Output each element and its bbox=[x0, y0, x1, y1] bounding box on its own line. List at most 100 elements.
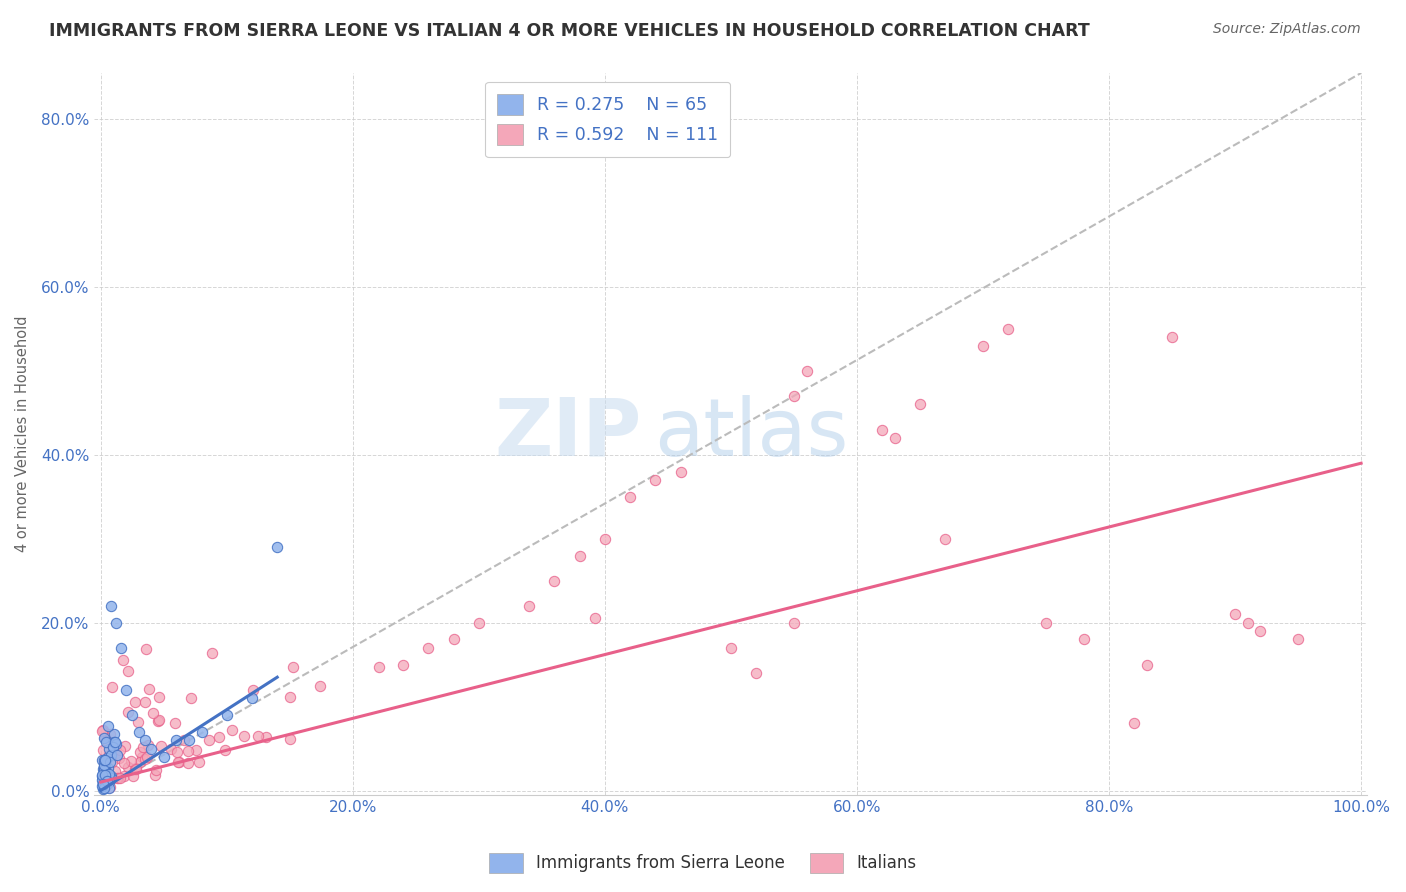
Point bbox=[669, 465, 692, 479]
Point bbox=[91, 781, 114, 796]
Point bbox=[97, 719, 120, 733]
Point bbox=[125, 761, 148, 775]
Point bbox=[1035, 615, 1057, 630]
Point bbox=[127, 714, 149, 729]
Point bbox=[1236, 615, 1258, 630]
Point bbox=[278, 690, 301, 704]
Point bbox=[108, 771, 131, 785]
Point bbox=[418, 640, 440, 655]
Point bbox=[131, 740, 153, 755]
Point bbox=[142, 706, 165, 720]
Point bbox=[121, 708, 143, 723]
Point bbox=[97, 775, 120, 789]
Point bbox=[177, 744, 200, 758]
Point bbox=[94, 771, 117, 785]
Point bbox=[125, 762, 148, 776]
Point bbox=[240, 691, 263, 706]
Point bbox=[568, 549, 591, 563]
Point bbox=[93, 758, 115, 772]
Point bbox=[93, 731, 115, 745]
Point bbox=[93, 753, 115, 767]
Point bbox=[247, 729, 270, 743]
Point bbox=[94, 760, 117, 774]
Point bbox=[93, 756, 115, 771]
Point bbox=[124, 695, 146, 709]
Point bbox=[138, 681, 160, 696]
Point bbox=[1249, 624, 1271, 638]
Point bbox=[96, 734, 118, 748]
Point bbox=[96, 751, 118, 765]
Point bbox=[644, 473, 666, 487]
Point bbox=[583, 610, 606, 624]
Point bbox=[93, 780, 115, 795]
Point bbox=[94, 768, 117, 782]
Point bbox=[167, 755, 190, 769]
Point bbox=[94, 773, 117, 788]
Point bbox=[98, 770, 121, 784]
Point bbox=[93, 775, 115, 789]
Point bbox=[124, 762, 146, 776]
Point bbox=[94, 735, 117, 749]
Point bbox=[91, 779, 114, 793]
Point bbox=[221, 723, 243, 738]
Point bbox=[143, 767, 166, 781]
Point bbox=[114, 756, 136, 770]
Point bbox=[94, 730, 117, 744]
Point bbox=[117, 664, 139, 678]
Point bbox=[104, 615, 127, 630]
Point bbox=[97, 761, 120, 775]
Point bbox=[173, 733, 195, 747]
Point bbox=[1136, 657, 1159, 672]
Point bbox=[98, 755, 121, 769]
Point bbox=[997, 322, 1019, 336]
Point bbox=[103, 735, 125, 749]
Point bbox=[783, 389, 806, 403]
Point bbox=[91, 743, 114, 757]
Point bbox=[120, 754, 142, 768]
Point bbox=[186, 743, 208, 757]
Text: ZIP: ZIP bbox=[495, 395, 641, 473]
Point bbox=[232, 730, 254, 744]
Text: Source: ZipAtlas.com: Source: ZipAtlas.com bbox=[1213, 22, 1361, 37]
Point bbox=[593, 532, 616, 546]
Point bbox=[141, 741, 163, 756]
Point bbox=[266, 540, 288, 554]
Point bbox=[148, 690, 170, 705]
Point bbox=[100, 747, 122, 762]
Point bbox=[392, 657, 415, 672]
Point bbox=[105, 737, 128, 751]
Point bbox=[107, 772, 129, 786]
Point bbox=[908, 397, 931, 411]
Point bbox=[165, 733, 187, 747]
Point bbox=[91, 768, 114, 782]
Point bbox=[152, 750, 174, 764]
Point bbox=[94, 770, 117, 784]
Legend: R = 0.275    N = 65, R = 0.592    N = 111: R = 0.275 N = 65, R = 0.592 N = 111 bbox=[485, 82, 730, 157]
Point bbox=[108, 743, 131, 757]
Point bbox=[117, 760, 139, 774]
Point bbox=[198, 733, 221, 747]
Point bbox=[93, 763, 115, 777]
Point bbox=[94, 764, 117, 779]
Point bbox=[112, 769, 135, 783]
Text: atlas: atlas bbox=[655, 395, 849, 473]
Point bbox=[100, 771, 122, 785]
Point bbox=[93, 779, 115, 793]
Point bbox=[188, 755, 211, 769]
Point bbox=[254, 730, 277, 744]
Point bbox=[177, 756, 200, 771]
Point bbox=[159, 742, 181, 756]
Point bbox=[97, 741, 120, 756]
Point bbox=[93, 762, 115, 776]
Point bbox=[97, 767, 120, 781]
Point bbox=[97, 748, 120, 763]
Point bbox=[128, 755, 150, 769]
Point bbox=[208, 730, 231, 744]
Point bbox=[111, 653, 134, 667]
Point bbox=[98, 780, 121, 794]
Point bbox=[110, 640, 132, 655]
Point bbox=[134, 733, 156, 747]
Point bbox=[619, 490, 641, 504]
Point bbox=[215, 708, 238, 723]
Point bbox=[146, 714, 169, 729]
